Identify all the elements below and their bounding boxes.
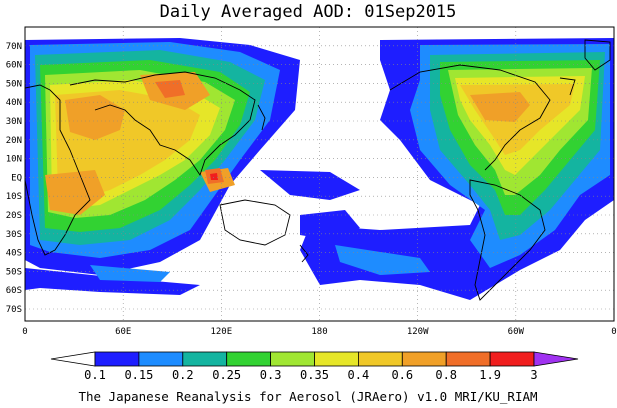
colorbar: 0.1 0.15 0.2 0.25 0.3 0.35 0.4 0.6 0.8 1…: [50, 351, 579, 382]
lon-label: 60E: [115, 327, 131, 337]
colorbar-label: 0.2: [172, 368, 194, 382]
lon-label: 180: [311, 327, 327, 337]
colorbar-label: 0.3: [260, 368, 282, 382]
colorbar-swatch: [401, 351, 447, 367]
colorbar-swatch: [182, 351, 228, 367]
lat-label: 40N: [6, 98, 22, 108]
colorbar-label: 0.35: [300, 368, 329, 382]
colorbar-swatch: [445, 351, 491, 367]
lat-label: 50N: [6, 79, 22, 89]
lon-label: 120W: [407, 327, 429, 337]
lat-label: 60N: [6, 61, 22, 71]
plot-frame: [24, 26, 615, 322]
colorbar-label: 0.8: [435, 368, 457, 382]
lat-label: 20N: [6, 136, 22, 146]
lon-label: 60W: [508, 327, 525, 337]
colorbar-label: 1.9: [479, 368, 501, 382]
lat-label: 70N: [6, 42, 22, 52]
colorbar-swatch: [50, 351, 96, 367]
colorbar-swatch: [138, 351, 184, 367]
footer-credit: The Japanese Reanalysis for Aerosol (JRA…: [78, 389, 537, 404]
colorbar-swatch: [270, 351, 315, 367]
colorbar-swatch: [533, 351, 579, 367]
colorbar-label: 0.15: [124, 368, 153, 382]
lat-label: 30S: [6, 230, 22, 240]
aod-field: [25, 27, 614, 321]
colorbar-label: 3: [530, 368, 537, 382]
colorbar-label: 0.6: [391, 368, 413, 382]
lon-label: 120E: [210, 327, 232, 337]
colorbar-label: 0.4: [348, 368, 370, 382]
colorbar-swatch: [314, 351, 359, 367]
lat-label: 60S: [6, 286, 22, 296]
colorbar-boxes: [50, 351, 579, 367]
longitude-labels: 0 60E 120E 180 120W 60W 0: [22, 327, 616, 337]
colorbar-label: 0.1: [84, 368, 106, 382]
lat-label: 40S: [6, 249, 22, 259]
lat-label: 70S: [6, 305, 22, 315]
lon-label: 0: [22, 327, 27, 337]
colorbar-swatch: [226, 351, 271, 367]
graticule: [25, 27, 614, 321]
lat-label: 30N: [6, 117, 22, 127]
colorbar-swatch: [489, 351, 535, 367]
lat-label: 50S: [6, 267, 22, 277]
coastlines: [25, 39, 611, 301]
colorbar-label: 0.25: [212, 368, 241, 382]
map-title: Daily Averaged AOD: 01Sep2015: [160, 2, 457, 22]
colorbar-swatch: [357, 351, 403, 367]
lat-label: 10S: [6, 192, 22, 202]
lat-label: 20S: [6, 211, 22, 221]
lon-label: 0: [611, 327, 616, 337]
colorbar-labels: 0.1 0.15 0.2 0.25 0.3 0.35 0.4 0.6 0.8 1…: [84, 368, 537, 382]
aod-level-red: [210, 173, 218, 180]
lat-label: 10N: [6, 155, 22, 165]
latitude-labels: 70N 60N 50N 40N 30N 20N 10N EQ 10S 20S 3…: [6, 42, 22, 315]
colorbar-swatch: [94, 351, 140, 367]
lat-label: EQ: [11, 173, 22, 183]
